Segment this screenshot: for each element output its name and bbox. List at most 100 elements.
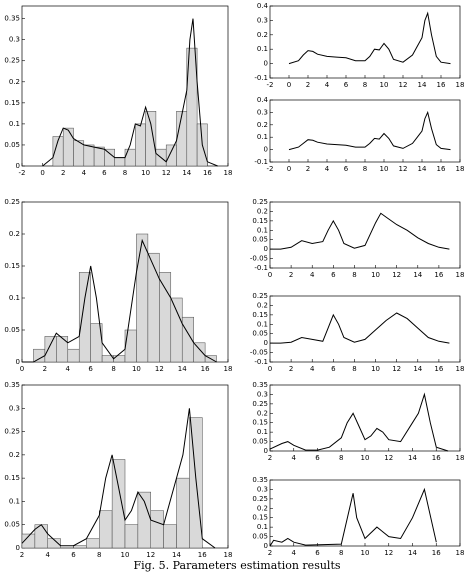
y-tick-label: 0.15 — [252, 217, 268, 225]
x-tick-label: 18 — [456, 81, 465, 89]
fit-curve — [270, 312, 450, 344]
x-tick-label: 14 — [413, 271, 422, 279]
x-tick-label: 6 — [331, 365, 336, 373]
x-tick-label: 16 — [432, 454, 441, 462]
histogram-bar — [124, 148, 136, 167]
histogram-bar — [113, 355, 126, 363]
y-tick-label: 0 — [264, 146, 268, 154]
x-tick-label: 12 — [392, 365, 401, 373]
y-tick-label: 0 — [16, 544, 20, 552]
plot-frame — [269, 384, 461, 452]
x-tick-label: 4 — [292, 549, 297, 557]
x-tick-label: 6 — [331, 271, 336, 279]
plot-frame — [269, 479, 461, 547]
x-tick-label: 8 — [352, 271, 356, 279]
x-tick-label: 6 — [88, 365, 93, 373]
x-tick-label: 10 — [361, 549, 370, 557]
histogram-bar — [181, 316, 194, 363]
x-tick-label: 4 — [310, 365, 315, 373]
x-tick-label: 18 — [456, 165, 465, 173]
x-tick-label: 8 — [123, 169, 127, 177]
x-tick-label: 2 — [289, 271, 293, 279]
caption: Fig. 5. Parameters estimation results — [133, 559, 340, 572]
x-tick-label: 2 — [20, 551, 24, 559]
x-tick-label: 16 — [203, 169, 212, 177]
x-tick-label: 2 — [43, 365, 47, 373]
x-tick-label: 8 — [363, 81, 367, 89]
x-tick-label: 10 — [380, 165, 389, 173]
x-tick-label: 18 — [224, 365, 233, 373]
histogram-bar — [186, 47, 198, 167]
x-tick-label: 12 — [399, 165, 408, 173]
histogram-bar — [111, 459, 126, 549]
x-tick-label: 8 — [352, 365, 356, 373]
x-tick-label: 6 — [344, 81, 349, 89]
x-tick-label: 18 — [456, 365, 465, 373]
x-tick-label: 12 — [384, 549, 393, 557]
y-tick-label: 0.1 — [257, 320, 268, 328]
y-tick-label: 0.35 — [4, 381, 20, 389]
y-tick-label: 0.15 — [252, 514, 268, 522]
x-tick-label: 16 — [437, 81, 446, 89]
y-tick-label: 0.05 — [252, 330, 268, 338]
x-tick-label: 4 — [325, 165, 330, 173]
plot-frame — [269, 295, 461, 363]
x-tick-label: 4 — [292, 454, 297, 462]
y-tick-label: 0.05 — [252, 533, 268, 541]
y-tick-label: 0.2 — [257, 504, 268, 512]
y-tick-label: 0.35 — [4, 15, 20, 23]
x-tick-label: 14 — [418, 165, 427, 173]
x-tick-label: 10 — [361, 454, 370, 462]
x-tick-label: 6 — [315, 549, 320, 557]
x-tick-label: 14 — [413, 365, 422, 373]
y-tick-label: -0.1 — [254, 74, 268, 82]
x-tick-label: 10 — [141, 169, 150, 177]
x-tick-label: 14 — [418, 81, 427, 89]
y-tick-label: 0.3 — [257, 485, 268, 493]
y-tick-label: 0.25 — [252, 400, 268, 408]
fit-curve — [288, 11, 451, 65]
y-tick-label: 0.1 — [257, 523, 268, 531]
x-tick-label: 4 — [325, 81, 330, 89]
histogram-bar — [104, 148, 115, 167]
x-tick-label: 2 — [306, 81, 310, 89]
x-tick-label: 8 — [339, 549, 343, 557]
x-tick-label: 16 — [201, 365, 210, 373]
histogram-bar — [150, 510, 164, 549]
y-tick-label: 0.35 — [252, 476, 268, 484]
y-tick-label: 0.2 — [257, 121, 268, 129]
y-tick-label: 0.2 — [257, 409, 268, 417]
histogram-bar — [163, 524, 177, 549]
histogram-bar — [99, 510, 113, 549]
x-tick-label: 0 — [40, 169, 44, 177]
y-tick-label: 0.1 — [257, 226, 268, 234]
y-tick-label: -0.1 — [254, 158, 268, 166]
y-tick-label: 0.25 — [4, 57, 20, 65]
fit-curve — [288, 110, 451, 151]
x-tick-label: 14 — [172, 551, 181, 559]
y-tick-label: 0.3 — [257, 390, 268, 398]
x-tick-label: 18 — [456, 271, 465, 279]
x-tick-label: 12 — [146, 551, 155, 559]
x-tick-label: 2 — [268, 454, 272, 462]
x-tick-label: 16 — [434, 271, 443, 279]
x-tick-label: 16 — [434, 365, 443, 373]
y-tick-label: 0.4 — [257, 96, 269, 104]
y-tick-label: 0.3 — [257, 108, 268, 116]
fit-curve — [269, 392, 449, 452]
y-tick-label: -0.05 — [250, 255, 268, 263]
fit-curve — [269, 487, 437, 547]
x-tick-label: 14 — [182, 169, 191, 177]
y-tick-label: -0.1 — [254, 358, 268, 366]
y-tick-label: 0.25 — [252, 495, 268, 503]
histogram-bar — [47, 538, 61, 549]
y-tick-label: 0.15 — [4, 99, 20, 107]
x-tick-label: 2 — [268, 549, 272, 557]
histogram-bar — [124, 524, 139, 549]
x-tick-label: 18 — [456, 549, 465, 557]
histogram-bar — [193, 342, 206, 363]
plot-frame — [269, 99, 461, 163]
x-tick-label: 18 — [224, 551, 233, 559]
x-tick-label: 2 — [306, 165, 310, 173]
